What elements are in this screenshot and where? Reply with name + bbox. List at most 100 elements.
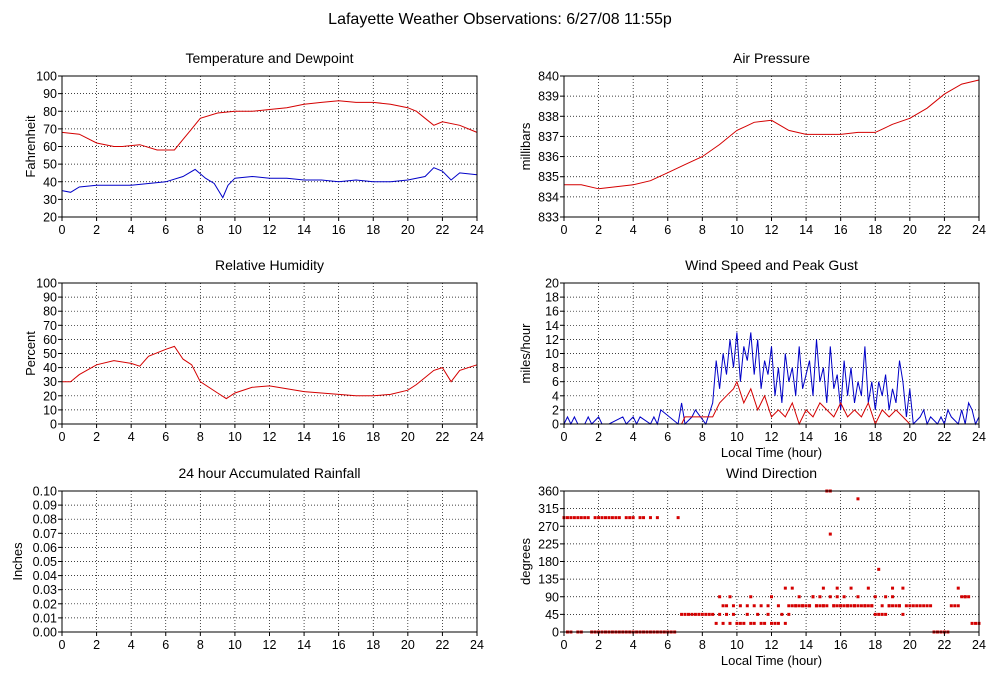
y-tick-label: 100 (36, 70, 57, 84)
x-tick-label: 4 (630, 638, 637, 652)
scatter-point (749, 595, 753, 599)
scatter-point (891, 595, 895, 599)
y-tick-label: 0.05 (33, 555, 57, 569)
scatter-point (835, 586, 839, 590)
scatter-point (604, 516, 607, 520)
x-tick-label: 2 (595, 223, 602, 237)
x-tick-label: 22 (435, 223, 449, 237)
y-tick-label: 40 (43, 361, 57, 375)
x-tick-label: 24 (470, 223, 484, 237)
x-tick-label: 8 (699, 223, 706, 237)
x-tick-label: 18 (366, 430, 380, 444)
y-axis-label: miles/hour (518, 323, 533, 384)
scatter-point (742, 621, 746, 625)
y-tick-label: 100 (36, 277, 57, 291)
chart-pressure: 0 2 4 6 8 10 12 14 16 18 20 22 248338348358368378388… (518, 50, 986, 237)
scatter-point (569, 516, 573, 520)
x-tick-label: 12 (263, 638, 277, 652)
chart-title: Air Pressure (733, 50, 810, 66)
x-tick-label: 22 (435, 638, 449, 652)
scatter-point (749, 621, 753, 625)
y-tick-label: 30 (43, 375, 57, 389)
y-tick-label: 20 (43, 389, 57, 403)
scatter-point (894, 604, 898, 608)
scatter-point (790, 604, 794, 608)
scatter-point (801, 604, 805, 608)
scatter-point (797, 595, 801, 599)
x-tick-label: 18 (868, 430, 882, 444)
scatter-point (572, 516, 576, 520)
scatter-point (579, 516, 583, 520)
scatter-point (856, 595, 860, 599)
scatter-point (835, 604, 839, 608)
chart-grid (61, 282, 478, 425)
scatter-point (877, 567, 881, 571)
chart-grid (563, 490, 980, 633)
scatter-point (849, 604, 853, 608)
scatter-point (738, 621, 742, 625)
y-tick-label: 840 (538, 70, 559, 84)
scatter-point (918, 604, 922, 608)
x-tick-label: 8 (197, 638, 204, 652)
y-tick-label: 45 (545, 608, 559, 622)
scatter-point (683, 612, 687, 616)
scatter-point (859, 604, 863, 608)
scatter-point (818, 595, 822, 599)
x-tick-label: 0 (561, 638, 568, 652)
scatter-point (956, 604, 960, 608)
scatter-point (956, 586, 960, 590)
scatter-point (687, 612, 690, 616)
y-tick-label: 90 (43, 291, 57, 305)
x-tick-label: 20 (401, 223, 415, 237)
chart-humidity: 0 2 4 6 8 10 12 14 16 18 20 22 240102030405060708090… (23, 257, 484, 444)
scatter-point (586, 516, 590, 520)
scatter-point (828, 532, 832, 536)
scatter-point (752, 621, 756, 625)
scatter-point (887, 604, 891, 608)
y-tick-label: 40 (43, 175, 57, 189)
scatter-point (908, 604, 912, 608)
series-line-0 (62, 345, 478, 400)
y-tick-label: 836 (538, 150, 559, 164)
scatter-point (714, 621, 718, 625)
y-tick-label: 8 (552, 361, 559, 375)
scatter-point (880, 604, 884, 608)
x-tick-label: 16 (834, 430, 848, 444)
scatter-point (680, 612, 684, 616)
y-tick-label: 60 (43, 333, 57, 347)
x-tick-label: 12 (765, 430, 779, 444)
y-tick-label: 0.08 (33, 513, 57, 527)
y-tick-label: 80 (43, 305, 57, 319)
scatter-point (835, 595, 839, 599)
scatter-point (949, 604, 953, 608)
scatter-point (614, 516, 618, 520)
scatter-point (776, 604, 780, 608)
scatter-point (756, 612, 760, 616)
y-tick-label: 0.01 (33, 611, 57, 625)
scatter-point (690, 612, 694, 616)
scatter-point (804, 604, 808, 608)
scatter-point (880, 612, 884, 616)
scatter-point (745, 604, 749, 608)
x-tick-label: 6 (162, 223, 169, 237)
x-tick-label: 22 (937, 223, 951, 237)
x-tick-label: 24 (972, 223, 986, 237)
x-tick-label: 20 (903, 638, 917, 652)
x-tick-label: 18 (366, 223, 380, 237)
y-tick-label: 0 (50, 418, 57, 432)
y-axis-label: Inches (10, 542, 25, 581)
x-tick-label: 12 (263, 430, 277, 444)
scatter-point (811, 595, 815, 599)
chart-title: Temperature and Dewpoint (185, 50, 353, 66)
y-tick-label: 20 (545, 277, 559, 291)
scatter-point (846, 604, 850, 608)
scatter-point (770, 595, 773, 599)
y-tick-label: 834 (538, 190, 559, 204)
y-tick-label: 180 (538, 555, 559, 569)
scatter-point (607, 516, 611, 520)
x-tick-label: 10 (730, 223, 744, 237)
x-tick-label: 0 (59, 430, 66, 444)
scatter-point (583, 516, 587, 520)
scatter-point (839, 604, 843, 608)
scatter-point (776, 621, 780, 625)
